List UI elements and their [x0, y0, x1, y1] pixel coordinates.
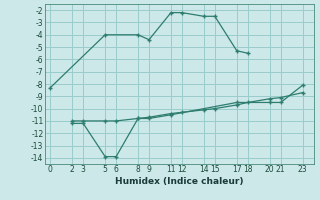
X-axis label: Humidex (Indice chaleur): Humidex (Indice chaleur): [115, 177, 244, 186]
